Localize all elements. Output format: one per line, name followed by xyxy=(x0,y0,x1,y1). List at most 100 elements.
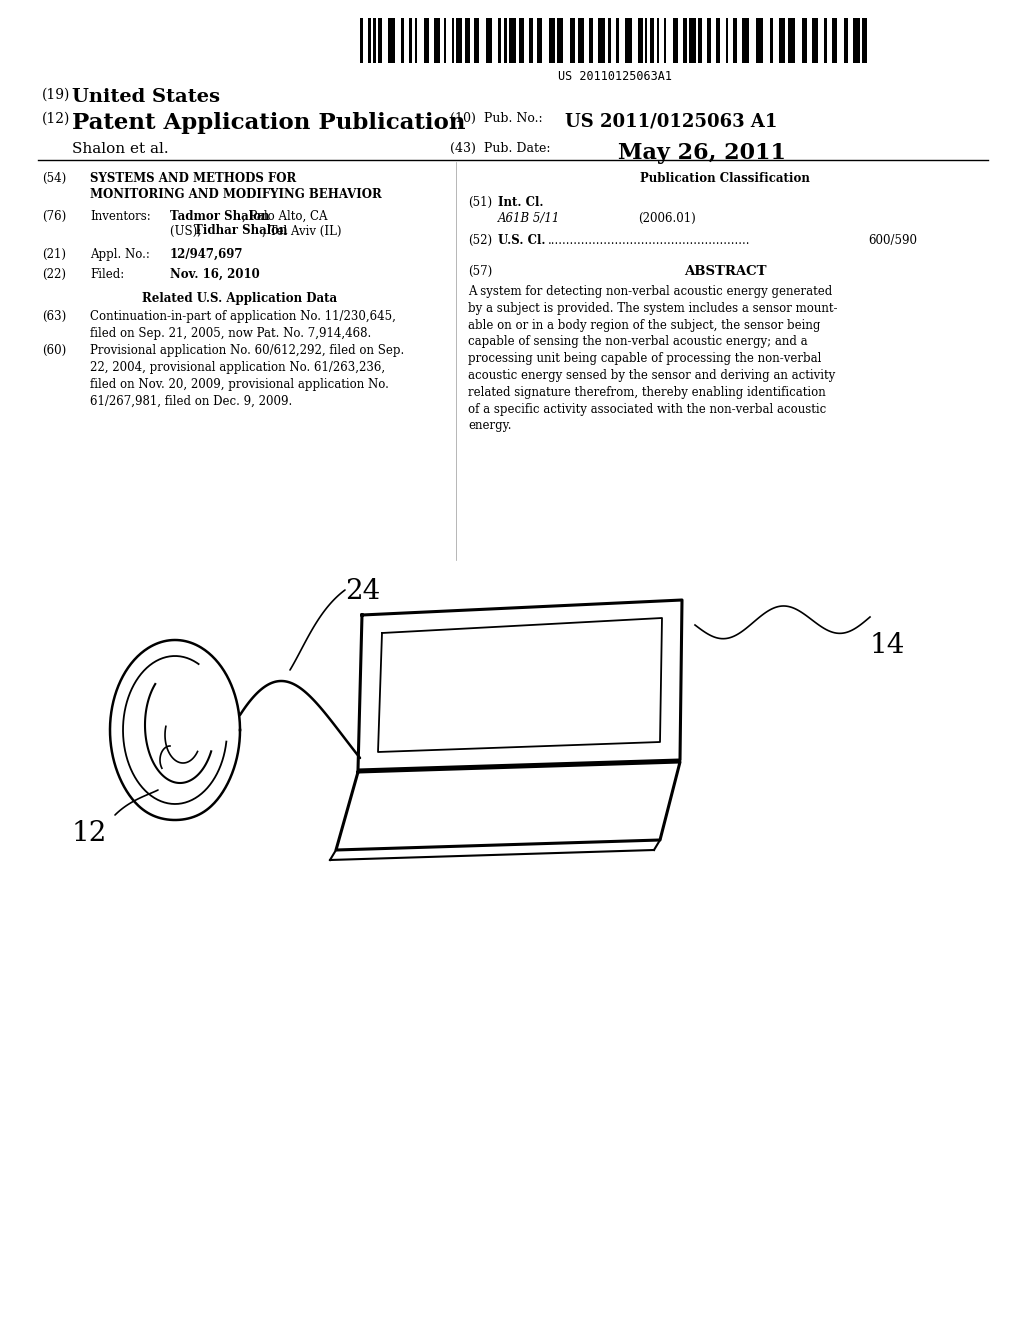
Bar xyxy=(409,18,412,63)
Bar xyxy=(770,18,773,63)
Bar xyxy=(557,18,563,63)
Text: (63): (63) xyxy=(42,310,67,323)
Text: (2006.01): (2006.01) xyxy=(638,213,695,224)
Bar xyxy=(549,18,555,63)
Text: A61B 5/11: A61B 5/11 xyxy=(498,213,560,224)
Bar xyxy=(504,18,507,63)
Text: US 20110125063A1: US 20110125063A1 xyxy=(558,70,672,83)
Bar xyxy=(638,18,643,63)
Bar xyxy=(650,18,654,63)
Bar xyxy=(444,18,446,63)
Text: SYSTEMS AND METHODS FOR
MONITORING AND MODIFYING BEHAVIOR: SYSTEMS AND METHODS FOR MONITORING AND M… xyxy=(90,172,382,202)
Bar xyxy=(673,18,678,63)
Bar xyxy=(474,18,479,63)
Text: Nov. 16, 2010: Nov. 16, 2010 xyxy=(170,268,260,281)
Text: Related U.S. Application Data: Related U.S. Application Data xyxy=(142,292,338,305)
Bar xyxy=(378,18,382,63)
Bar xyxy=(360,18,362,63)
Bar xyxy=(683,18,687,63)
Bar xyxy=(788,18,795,63)
Text: , Palo Alto, CA: , Palo Alto, CA xyxy=(242,210,328,223)
Text: US 2011/0125063 A1: US 2011/0125063 A1 xyxy=(565,112,777,129)
Bar xyxy=(434,18,440,63)
Bar xyxy=(589,18,593,63)
Text: Provisional application No. 60/612,292, filed on Sep.
22, 2004, provisional appl: Provisional application No. 60/612,292, … xyxy=(90,345,404,408)
Text: Tidhar Shalon: Tidhar Shalon xyxy=(194,224,288,238)
Bar xyxy=(537,18,542,63)
Text: A system for detecting non-verbal acoustic energy generated
by a subject is prov: A system for detecting non-verbal acoust… xyxy=(468,285,838,433)
Text: Filed:: Filed: xyxy=(90,268,124,281)
Text: Shalon et al.: Shalon et al. xyxy=(72,143,169,156)
Bar xyxy=(486,18,492,63)
Text: ABSTRACT: ABSTRACT xyxy=(684,265,766,279)
Text: , Tel Aviv (IL): , Tel Aviv (IL) xyxy=(262,224,341,238)
Bar xyxy=(598,18,605,63)
Bar xyxy=(716,18,720,63)
Text: Continuation-in-part of application No. 11/230,645,
filed on Sep. 21, 2005, now : Continuation-in-part of application No. … xyxy=(90,310,396,339)
Text: (54): (54) xyxy=(42,172,67,185)
Bar xyxy=(368,18,371,63)
Bar xyxy=(616,18,618,63)
Text: Inventors:: Inventors: xyxy=(90,210,151,223)
Bar xyxy=(756,18,763,63)
Text: May 26, 2011: May 26, 2011 xyxy=(618,143,786,164)
Text: Publication Classification: Publication Classification xyxy=(640,172,810,185)
Bar xyxy=(415,18,417,63)
Bar xyxy=(707,18,711,63)
Bar xyxy=(498,18,501,63)
Bar xyxy=(844,18,848,63)
Text: (43)  Pub. Date:: (43) Pub. Date: xyxy=(450,143,551,154)
Bar xyxy=(456,18,462,63)
Text: (57): (57) xyxy=(468,265,493,279)
Text: 24: 24 xyxy=(345,578,380,605)
Text: (22): (22) xyxy=(42,268,66,281)
Bar xyxy=(657,18,659,63)
Text: (51): (51) xyxy=(468,195,493,209)
Bar xyxy=(733,18,737,63)
Bar xyxy=(831,18,837,63)
Bar xyxy=(664,18,666,63)
Bar xyxy=(373,18,376,63)
Text: U.S. Cl.: U.S. Cl. xyxy=(498,234,546,247)
Bar xyxy=(862,18,867,63)
Bar xyxy=(645,18,647,63)
Text: 12/947,697: 12/947,697 xyxy=(170,248,244,261)
Bar xyxy=(689,18,696,63)
Text: Int. Cl.: Int. Cl. xyxy=(498,195,544,209)
Text: 600/590: 600/590 xyxy=(868,234,918,247)
Bar xyxy=(742,18,749,63)
Bar xyxy=(509,18,516,63)
Bar xyxy=(578,18,584,63)
Bar xyxy=(570,18,575,63)
Text: Patent Application Publication: Patent Application Publication xyxy=(72,112,466,135)
Bar xyxy=(452,18,454,63)
Text: (US);: (US); xyxy=(170,224,205,238)
Text: (60): (60) xyxy=(42,345,67,356)
Bar xyxy=(465,18,470,63)
Bar xyxy=(779,18,785,63)
Text: (76): (76) xyxy=(42,210,67,223)
Bar xyxy=(529,18,534,63)
Bar xyxy=(812,18,818,63)
Bar xyxy=(824,18,827,63)
Text: (52): (52) xyxy=(468,234,493,247)
Text: 12: 12 xyxy=(72,820,108,847)
Text: United States: United States xyxy=(72,88,220,106)
Bar xyxy=(853,18,860,63)
Text: (12): (12) xyxy=(42,112,71,125)
Text: (19): (19) xyxy=(42,88,71,102)
Bar xyxy=(424,18,429,63)
Bar xyxy=(802,18,807,63)
Bar xyxy=(698,18,702,63)
Text: (21): (21) xyxy=(42,248,66,261)
Bar xyxy=(388,18,395,63)
Text: 14: 14 xyxy=(870,632,905,659)
Bar xyxy=(625,18,632,63)
Bar xyxy=(608,18,611,63)
Text: Appl. No.:: Appl. No.: xyxy=(90,248,150,261)
Bar xyxy=(726,18,728,63)
Bar xyxy=(519,18,524,63)
Text: ......................................................: ........................................… xyxy=(548,234,751,247)
Bar xyxy=(401,18,404,63)
Text: Tadmor Shalon: Tadmor Shalon xyxy=(170,210,269,223)
